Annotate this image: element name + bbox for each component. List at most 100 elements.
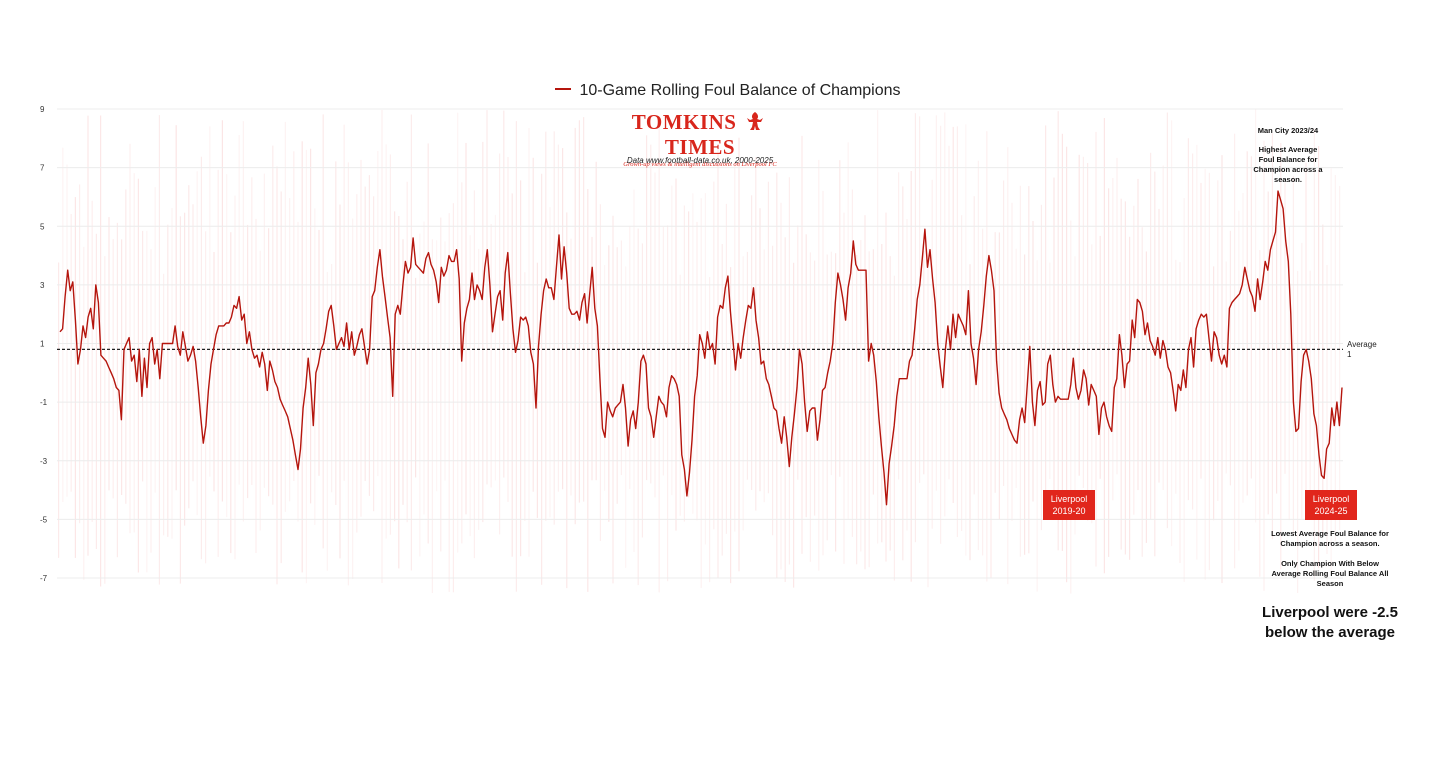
background-bar (965, 124, 967, 556)
background-bar (133, 173, 135, 533)
background-bar (889, 256, 891, 551)
background-bar (108, 217, 110, 491)
background-bar (167, 224, 169, 537)
background-bar (1259, 250, 1261, 577)
background-bar (969, 264, 971, 561)
background-bar (226, 174, 228, 518)
background-bar (305, 149, 307, 584)
background-bar (578, 120, 580, 503)
background-bar (87, 115, 89, 556)
background-bar (121, 239, 123, 495)
background-bar (410, 114, 412, 571)
background-bar (688, 211, 690, 498)
background-bar (490, 224, 492, 488)
background-bar (66, 164, 68, 497)
man-city-title: Man City 2023/24 (1257, 126, 1319, 135)
background-bar (650, 144, 652, 484)
background-bar (486, 110, 488, 485)
background-bar (910, 171, 912, 582)
background-bar (654, 172, 656, 498)
background-bar (1162, 165, 1164, 490)
background-bar (402, 239, 404, 505)
background-bar (633, 189, 635, 552)
background-bar (1154, 171, 1156, 557)
background-bar (1099, 235, 1101, 479)
background-bar (339, 204, 341, 559)
background-bar (683, 205, 685, 522)
background-bar (1318, 146, 1320, 569)
background-bar (679, 274, 681, 516)
background-bar (234, 195, 236, 560)
logo-word-right: TIMES (664, 135, 736, 159)
background-bar (700, 198, 702, 588)
background-bar (1326, 265, 1328, 554)
background-bar (646, 135, 648, 481)
background-bar (1087, 163, 1089, 521)
liverpool-2024-badge: Liverpool 2024-25 (1305, 490, 1357, 520)
background-bar (406, 181, 408, 523)
background-bar (1040, 204, 1042, 531)
y-tick-label: -3 (40, 457, 48, 466)
background-bar (331, 264, 333, 493)
background-bar (478, 248, 480, 530)
background-bar (1015, 248, 1017, 488)
background-bar (898, 172, 900, 480)
background-bar (398, 216, 400, 569)
background-bar (990, 278, 992, 578)
background-bar (95, 233, 97, 550)
background-bar (247, 224, 249, 499)
background-bar (986, 131, 988, 582)
background-bar (1095, 131, 1097, 567)
legend-swatch (555, 87, 572, 90)
background-bar (179, 216, 181, 584)
background-bar (709, 277, 711, 583)
background-bar (1322, 224, 1324, 536)
background-bar (717, 147, 719, 578)
background-bar (1263, 140, 1265, 591)
background-bar (1242, 193, 1244, 503)
background-bar (242, 121, 244, 522)
background-bar (1192, 153, 1194, 510)
logo-wordmark: TOMKINS TIMES (600, 110, 800, 160)
background-bar (1003, 180, 1005, 486)
background-bar (343, 124, 345, 481)
background-bar (658, 119, 660, 593)
logo-tagline: Grown-up views & intelligent discussions… (623, 161, 777, 168)
background-bar (423, 221, 425, 515)
background-bar (494, 214, 496, 481)
logo-word-left: TOMKINS (631, 110, 737, 134)
background-bar (1112, 178, 1114, 501)
background-bar (1091, 244, 1093, 524)
background-bar (142, 230, 144, 482)
background-bar (1019, 185, 1021, 557)
background-bar (436, 240, 438, 492)
background-bar (1057, 111, 1059, 551)
background-bar (200, 156, 202, 560)
background-bar (549, 207, 551, 518)
background-bar (129, 143, 131, 534)
background-bar (566, 212, 568, 589)
background-bar (851, 189, 853, 537)
background-bar (805, 234, 807, 518)
background-bar (284, 121, 286, 512)
background-bar (457, 112, 459, 553)
only-champion-note: Only Champion With Below Average Rolling… (1271, 559, 1389, 588)
background-bar (961, 215, 963, 531)
background-bar (1007, 147, 1009, 585)
background-bar (482, 141, 484, 523)
background-bar (310, 148, 312, 504)
background-bar (272, 145, 274, 505)
background-bar (74, 197, 76, 558)
background-bar (776, 172, 778, 578)
background-bar (1292, 175, 1294, 537)
background-bar (738, 137, 740, 572)
background-bar (431, 239, 433, 593)
background-bar (746, 251, 748, 480)
background-bar (520, 180, 522, 557)
background-bar (927, 248, 929, 588)
background-bar (1024, 254, 1026, 555)
average-label-value: 1 (1347, 350, 1352, 359)
background-bar (205, 231, 207, 564)
background-bar (780, 202, 782, 570)
background-bar (1208, 172, 1210, 571)
